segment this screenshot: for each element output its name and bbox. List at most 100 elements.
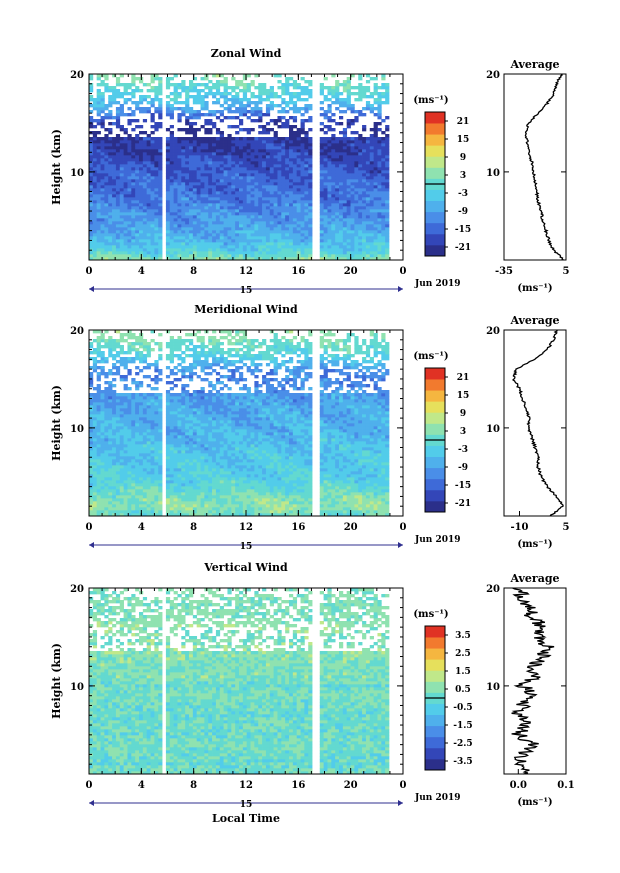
heatmap-cell <box>142 408 148 412</box>
heatmap-cell <box>96 170 101 174</box>
profile-title: Average <box>509 58 559 71</box>
heatmap-cell <box>108 480 113 484</box>
heatmap-cell <box>181 128 186 132</box>
heatmap-cell <box>358 113 363 117</box>
heatmap-cell <box>96 182 101 186</box>
heatmap-cell <box>154 507 159 511</box>
heatmap-cell <box>335 143 340 147</box>
heatmap-cell <box>289 152 294 156</box>
heatmap-cell <box>323 125 328 129</box>
heatmap-cell <box>296 173 301 177</box>
heatmap-cell <box>258 245 263 249</box>
heatmap-cell <box>115 486 121 490</box>
heatmap-cell <box>150 504 155 508</box>
heatmap-cell <box>204 182 209 186</box>
heatmap-cell <box>269 197 274 201</box>
heatmap-cell <box>335 236 340 240</box>
heatmap-cell <box>254 149 259 153</box>
heatmap-cell <box>92 435 98 439</box>
heatmap-cell <box>150 104 155 108</box>
heatmap-cell <box>223 257 228 261</box>
heatmap-cell <box>150 363 155 367</box>
heatmap-cell <box>96 432 101 436</box>
heatmap-cell <box>158 101 163 105</box>
heatmap-cell <box>265 92 271 96</box>
heatmap-cell <box>119 179 124 183</box>
heatmap-cell <box>169 161 174 165</box>
heatmap-cell <box>254 107 259 111</box>
heatmap-cell <box>223 152 228 156</box>
heatmap-cell <box>231 86 236 90</box>
heatmap-cell <box>123 474 128 478</box>
heatmap-cell <box>200 137 205 141</box>
heatmap-cell <box>185 248 190 252</box>
heatmap-cell <box>235 158 240 162</box>
heatmap-cell <box>169 239 174 243</box>
heatmap-cell <box>331 137 336 141</box>
heatmap-cell <box>331 92 336 96</box>
heatmap-cell <box>296 155 301 159</box>
heatmap-cell <box>277 143 282 147</box>
heatmap-cell <box>196 92 201 96</box>
heatmap-cell <box>269 155 274 159</box>
heatmap-cell <box>104 191 109 195</box>
heatmap-cell <box>346 155 351 159</box>
heatmap-cell <box>142 486 148 490</box>
heatmap-cell <box>285 230 290 234</box>
heatmap-cell <box>327 227 332 231</box>
heatmap-cell <box>89 74 94 78</box>
heatmap-cell <box>92 215 98 219</box>
heatmap-cell <box>189 191 194 195</box>
heatmap-cell <box>108 161 113 165</box>
heatmap-cell <box>265 170 271 174</box>
heatmap-cell <box>208 146 213 150</box>
heatmap-cell <box>377 98 382 102</box>
heatmap-cell <box>115 254 121 258</box>
heatmap-cell <box>150 459 155 463</box>
heatmap-cell <box>254 74 259 78</box>
heatmap-cell <box>127 242 132 246</box>
heatmap-cell <box>123 366 128 370</box>
heatmap-cell <box>365 164 371 168</box>
heatmap-cell <box>258 101 263 105</box>
heatmap-cell <box>100 393 105 397</box>
heatmap-cell <box>123 245 128 249</box>
heatmap-cell <box>154 459 159 463</box>
heatmap-cell <box>135 89 140 93</box>
heatmap-cell <box>108 390 113 394</box>
heatmap-cell <box>215 206 221 210</box>
heatmap-cell <box>154 230 159 234</box>
heatmap-cell <box>173 167 178 171</box>
heatmap-cell <box>262 182 267 186</box>
heatmap-cell <box>127 495 132 499</box>
heatmap-cell <box>204 218 209 222</box>
heatmap-cell <box>204 176 209 180</box>
heatmap-cell <box>119 453 124 457</box>
heatmap-cell <box>362 254 367 258</box>
heatmap-cell <box>212 257 217 261</box>
heatmap-cell <box>215 230 221 234</box>
heatmap-cell <box>227 239 232 243</box>
heatmap-cell <box>373 137 378 141</box>
heatmap-cell <box>158 158 163 162</box>
heatmap-cell <box>304 140 309 144</box>
heatmap-cell <box>89 477 94 481</box>
heatmap-cell <box>139 441 144 445</box>
heatmap-cell <box>346 179 351 183</box>
heatmap-cell <box>196 83 201 87</box>
heatmap-cell <box>196 176 201 180</box>
heatmap-cell <box>108 483 113 487</box>
heatmap-cell <box>96 405 101 409</box>
heatmap-cell <box>365 251 371 255</box>
heatmap-cell <box>296 164 301 168</box>
heatmap-cell <box>277 197 282 201</box>
heatmap-cell <box>127 396 132 400</box>
heatmap-cell <box>104 420 109 424</box>
heatmap-cell <box>319 206 324 210</box>
heatmap-cell <box>354 215 359 219</box>
heatmap-cell <box>135 194 140 198</box>
heatmap-cell <box>304 107 309 111</box>
heatmap-cell <box>146 188 151 192</box>
heatmap-cell <box>231 248 236 252</box>
heatmap-cell <box>112 182 117 186</box>
